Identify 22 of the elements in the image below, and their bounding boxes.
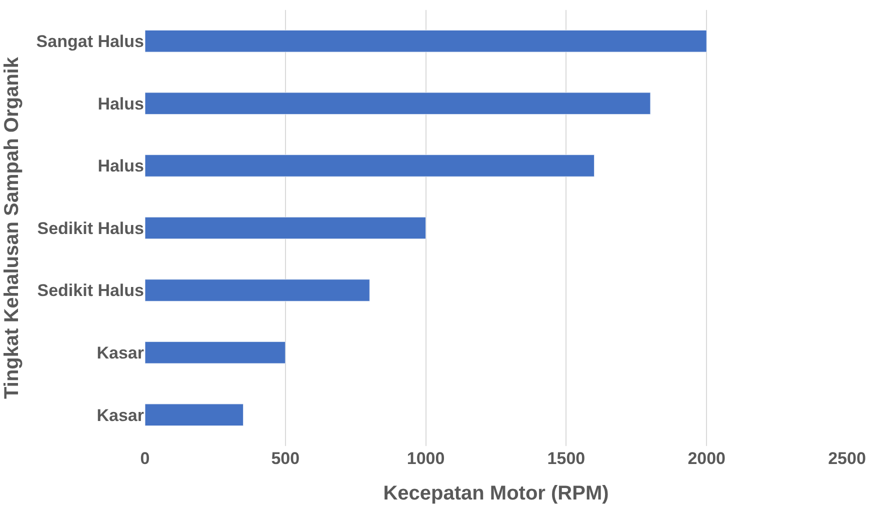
x-tick-label: 0: [140, 449, 150, 468]
bar: [145, 216, 426, 240]
y-tick-label: Kasar: [96, 344, 144, 363]
bar: [145, 279, 370, 302]
y-tick-label: Sedikit Halus: [37, 218, 144, 238]
y-tick-label: Halus: [98, 156, 144, 176]
y-tick-label: Halus: [98, 94, 144, 114]
bar: [145, 30, 707, 52]
x-tick-label: 2000: [688, 449, 726, 468]
x-tick-label: 1500: [547, 449, 586, 468]
x-tick-label: 500: [271, 449, 300, 468]
bar: [145, 154, 595, 177]
x-tick-label: 1000: [406, 449, 445, 468]
bar: [145, 341, 286, 364]
y-tick-label: Sangat Halus: [36, 32, 144, 52]
bar: [145, 404, 244, 426]
y-tick-label: Sedikit Halus: [37, 281, 144, 300]
bar: [145, 92, 651, 115]
y-tick-label: Kasar: [96, 406, 144, 425]
x-tick-label: 2500: [828, 449, 866, 468]
x-axis-title: Kecepatan Motor (RPM): [383, 482, 609, 504]
y-axis-title: Tingkat Kehalusan Sampah Organik: [0, 56, 23, 399]
